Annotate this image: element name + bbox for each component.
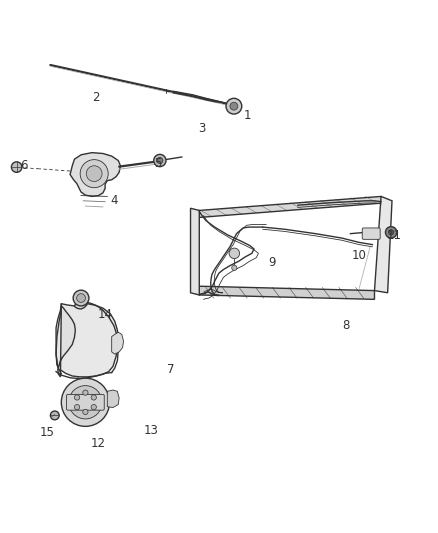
FancyBboxPatch shape — [67, 394, 104, 410]
Polygon shape — [112, 332, 124, 354]
Circle shape — [389, 230, 394, 235]
Polygon shape — [107, 390, 119, 408]
Circle shape — [69, 386, 102, 419]
Text: 5: 5 — [154, 157, 161, 170]
Circle shape — [73, 290, 89, 306]
Text: 15: 15 — [40, 426, 55, 439]
Circle shape — [61, 378, 110, 426]
Polygon shape — [374, 197, 392, 293]
Text: 1: 1 — [244, 109, 251, 122]
Polygon shape — [58, 306, 75, 377]
Circle shape — [91, 405, 96, 410]
Text: 7: 7 — [167, 363, 175, 376]
Text: 12: 12 — [91, 438, 106, 450]
Circle shape — [154, 155, 166, 167]
Text: 9: 9 — [268, 256, 276, 269]
Text: 2: 2 — [92, 91, 100, 104]
Text: 6: 6 — [20, 159, 28, 172]
Polygon shape — [70, 152, 120, 197]
Circle shape — [229, 248, 240, 259]
Circle shape — [83, 409, 88, 415]
Polygon shape — [199, 286, 374, 300]
FancyBboxPatch shape — [362, 228, 380, 239]
Circle shape — [86, 166, 102, 182]
Circle shape — [91, 395, 96, 400]
Circle shape — [77, 294, 85, 302]
Circle shape — [226, 98, 242, 114]
Circle shape — [157, 157, 163, 164]
Text: 3: 3 — [198, 122, 205, 135]
Circle shape — [385, 227, 397, 238]
Polygon shape — [74, 300, 88, 309]
Polygon shape — [191, 208, 199, 295]
Text: 10: 10 — [352, 249, 367, 262]
Text: 11: 11 — [387, 229, 402, 243]
Polygon shape — [199, 197, 383, 217]
Circle shape — [11, 162, 22, 172]
Circle shape — [230, 102, 238, 110]
Circle shape — [232, 265, 237, 270]
Text: 14: 14 — [98, 308, 113, 321]
Text: 13: 13 — [144, 424, 159, 437]
Text: 8: 8 — [343, 319, 350, 332]
Text: 4: 4 — [110, 195, 118, 207]
Circle shape — [74, 405, 80, 410]
Circle shape — [83, 390, 88, 395]
Circle shape — [80, 159, 108, 188]
Circle shape — [50, 411, 59, 420]
Circle shape — [74, 395, 80, 400]
Polygon shape — [56, 304, 118, 377]
